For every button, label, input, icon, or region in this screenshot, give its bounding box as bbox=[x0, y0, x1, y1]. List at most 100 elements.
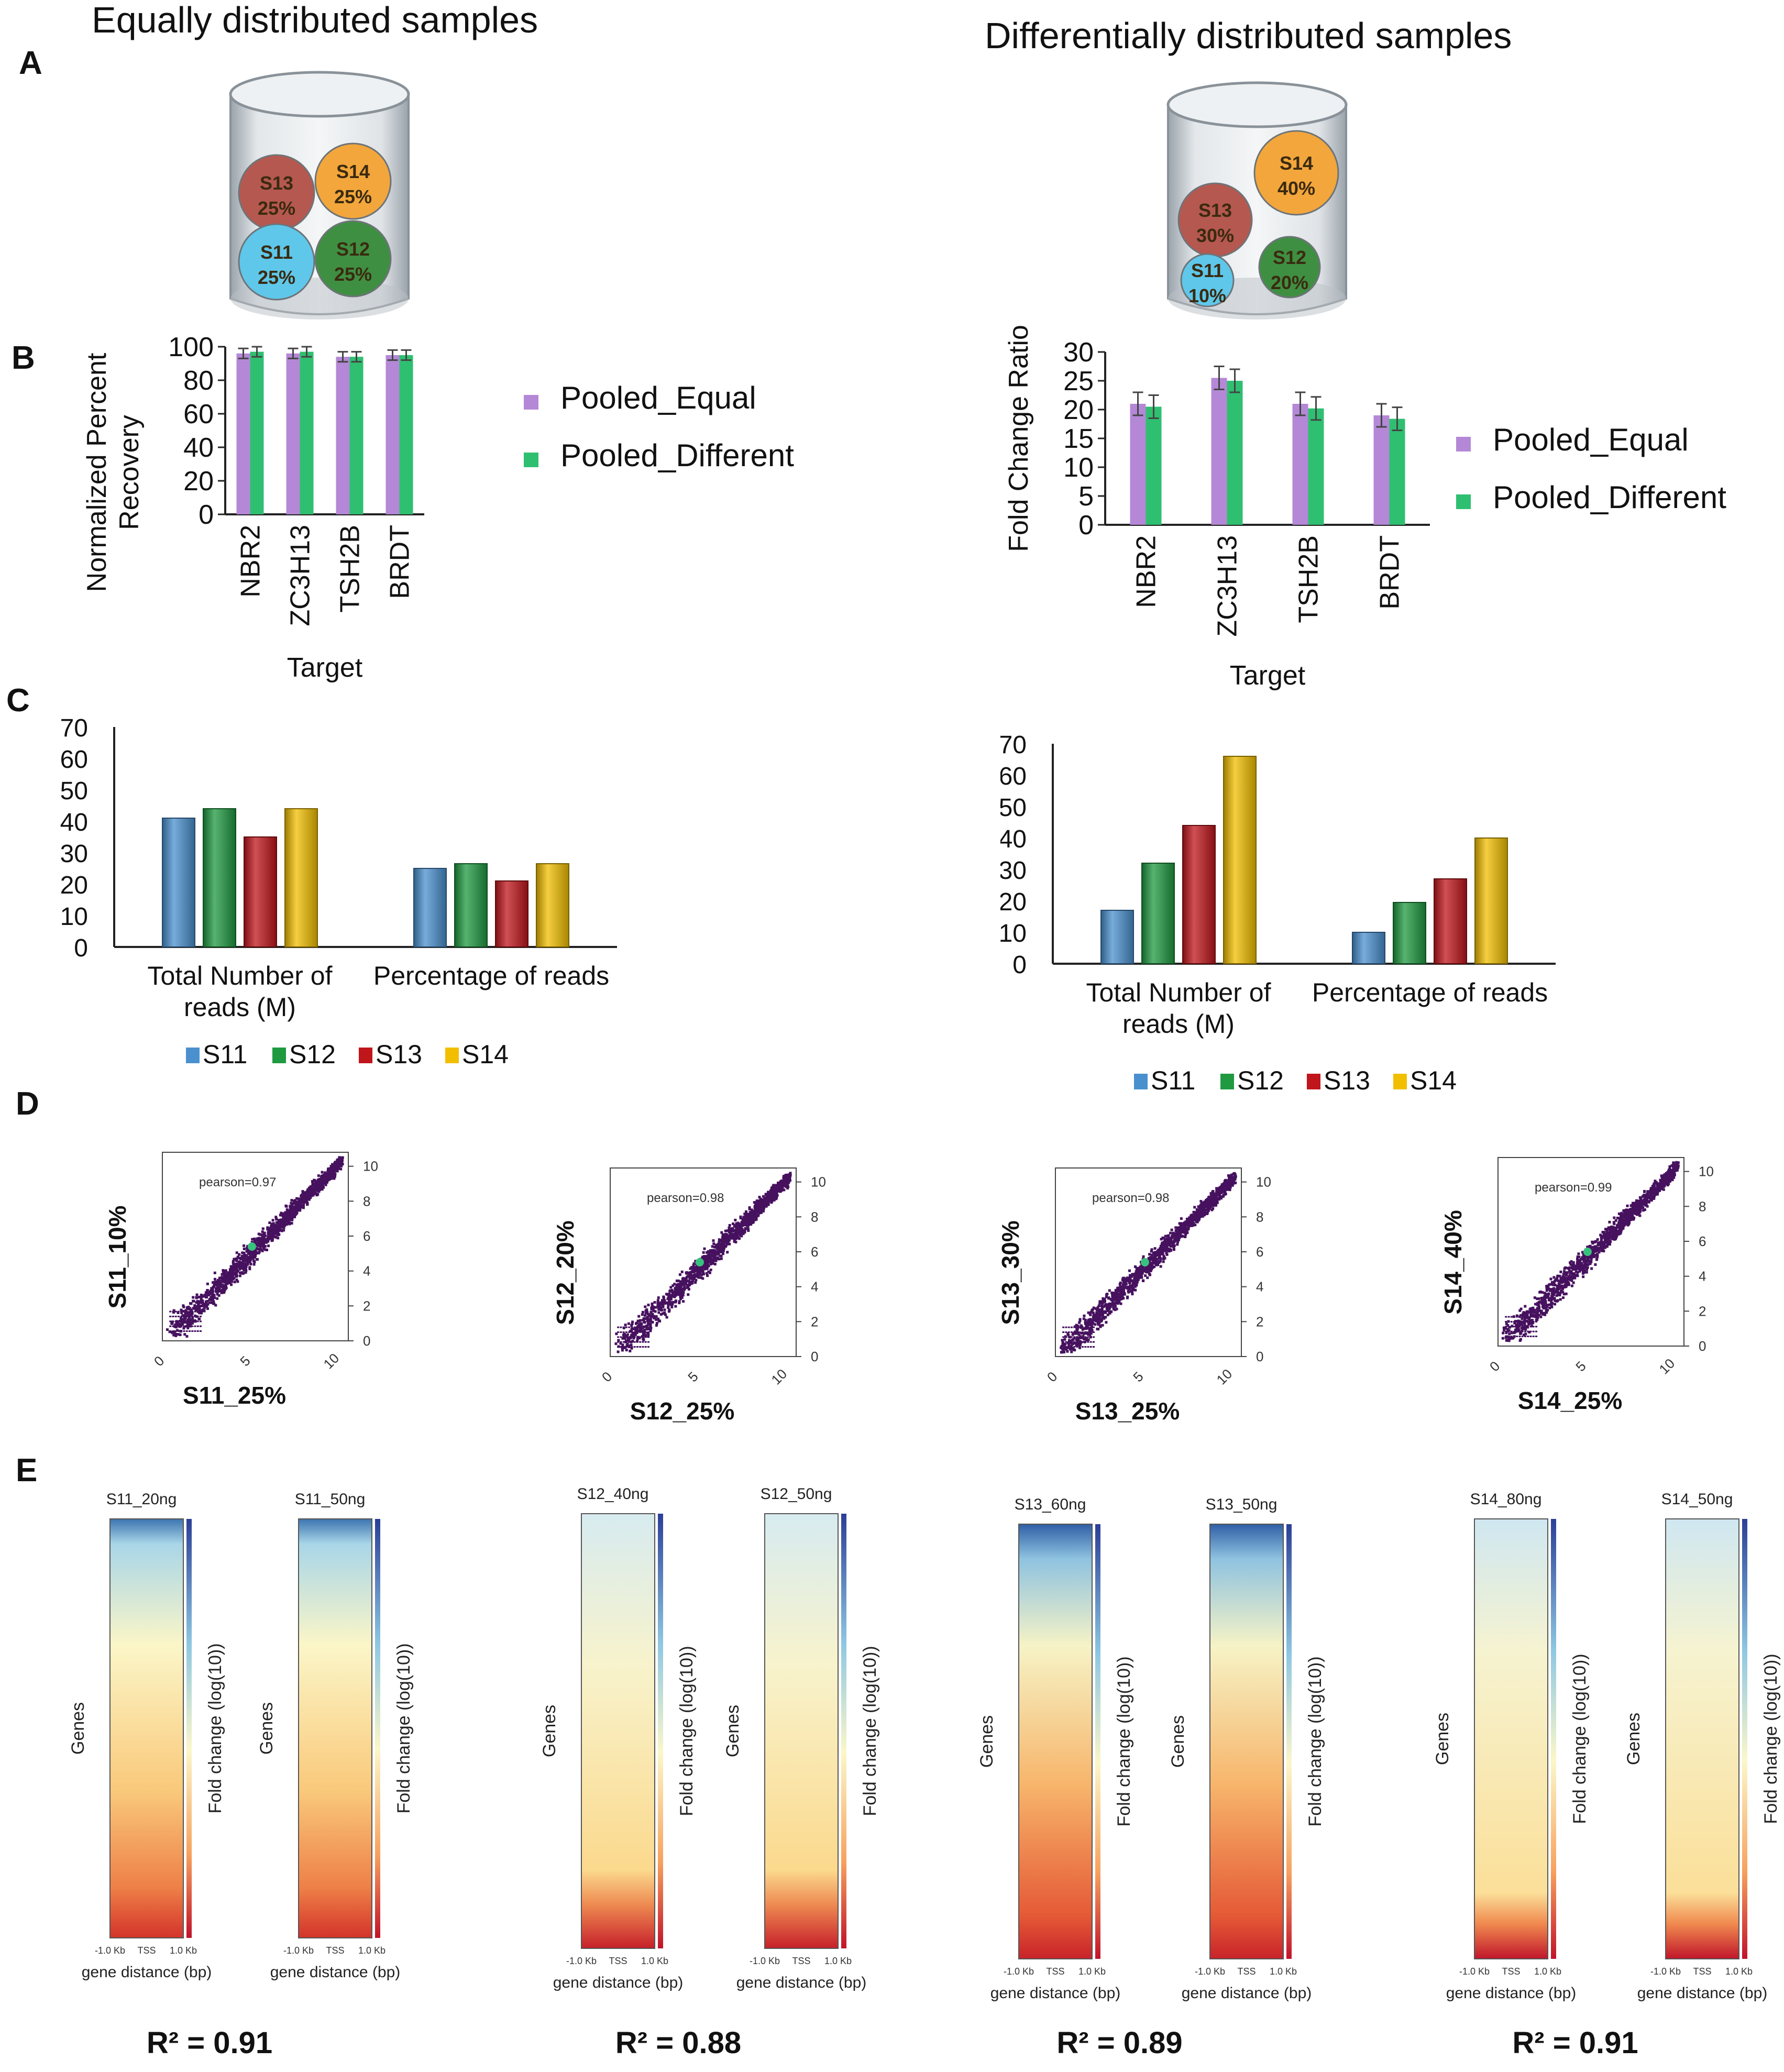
scatter-point bbox=[1179, 1227, 1182, 1230]
scatter-point bbox=[257, 1244, 260, 1248]
scatter-point bbox=[1177, 1232, 1180, 1235]
scatter-point bbox=[1227, 1179, 1230, 1182]
scatter-point bbox=[637, 1315, 641, 1318]
scatter-point bbox=[1672, 1176, 1676, 1179]
x-tick-label: reads (M) bbox=[184, 993, 296, 1022]
density-peak bbox=[247, 1242, 256, 1251]
scatter-point bbox=[633, 1332, 636, 1336]
scatter-point bbox=[1603, 1231, 1606, 1234]
scatter-point bbox=[1150, 1250, 1153, 1253]
scatter-point bbox=[208, 1301, 212, 1304]
scatter-point bbox=[1168, 1248, 1171, 1251]
scatter-point bbox=[1118, 1296, 1121, 1299]
scatter-point bbox=[628, 1336, 631, 1338]
scatter-point bbox=[195, 1301, 198, 1304]
scatter-point bbox=[1131, 1281, 1135, 1284]
scatter-point bbox=[617, 1346, 620, 1348]
scatter-point bbox=[246, 1263, 249, 1266]
scatter-point bbox=[1104, 1300, 1107, 1303]
scatter-point bbox=[728, 1230, 731, 1233]
scatter-point bbox=[651, 1313, 654, 1316]
scatter-point bbox=[621, 1343, 624, 1347]
scatter-point bbox=[748, 1223, 751, 1226]
scatter-point bbox=[1156, 1258, 1159, 1261]
scatter-point bbox=[645, 1308, 648, 1311]
scatter-point bbox=[274, 1236, 278, 1239]
y-tick-label: 8 bbox=[363, 1193, 370, 1209]
scatter-point bbox=[1206, 1208, 1209, 1211]
scatter-point bbox=[683, 1285, 686, 1288]
scatter-point bbox=[1176, 1236, 1180, 1239]
scatter-point bbox=[675, 1292, 678, 1295]
scatter-point bbox=[687, 1271, 690, 1274]
scatter-point bbox=[265, 1241, 268, 1244]
scatter-point bbox=[220, 1283, 223, 1286]
scatter-point bbox=[1121, 1284, 1125, 1287]
scatter-point bbox=[631, 1331, 633, 1333]
scatter-point bbox=[200, 1298, 203, 1301]
scatter-point bbox=[272, 1228, 276, 1231]
scatter-point bbox=[633, 1331, 636, 1333]
scatter-point bbox=[702, 1265, 705, 1269]
scatter-point bbox=[314, 1181, 317, 1184]
scatter-point bbox=[324, 1171, 327, 1174]
scatter-point bbox=[1138, 1267, 1141, 1270]
scatter-point bbox=[1096, 1306, 1099, 1309]
scatter-point bbox=[1118, 1294, 1121, 1297]
scatter-point bbox=[709, 1256, 712, 1259]
bar-pooled_equal-tsh2b bbox=[1292, 404, 1308, 525]
scatter-point bbox=[258, 1248, 261, 1251]
scatter-point bbox=[177, 1325, 180, 1327]
scatter-point bbox=[1156, 1263, 1159, 1266]
scatter-point bbox=[758, 1196, 761, 1199]
scatter-point bbox=[225, 1277, 228, 1281]
scatter-point bbox=[1062, 1326, 1065, 1328]
bar-s13-1 bbox=[495, 880, 528, 947]
scatter-point bbox=[295, 1197, 299, 1200]
scatter-point bbox=[730, 1229, 733, 1232]
scatter-point bbox=[1094, 1317, 1097, 1320]
scatter-point bbox=[1160, 1243, 1163, 1246]
scatter-point bbox=[633, 1326, 636, 1328]
scatter-point bbox=[1183, 1221, 1186, 1225]
scatter-point bbox=[780, 1181, 784, 1184]
scatter-point bbox=[270, 1233, 273, 1236]
scatter-point bbox=[696, 1264, 699, 1268]
scatter-point bbox=[185, 1335, 189, 1338]
scatter-point bbox=[1071, 1333, 1074, 1336]
scatter-point bbox=[1084, 1322, 1087, 1326]
scatter-point bbox=[268, 1221, 271, 1225]
scatter-point bbox=[196, 1316, 199, 1317]
scatter-point bbox=[1098, 1324, 1102, 1327]
scatter-point bbox=[182, 1327, 185, 1330]
jar-sample-pct: 30% bbox=[1196, 225, 1234, 246]
scatter-point bbox=[1100, 1300, 1103, 1303]
scatter-point bbox=[241, 1263, 244, 1266]
scatter-point bbox=[641, 1310, 644, 1314]
scatter-point bbox=[273, 1235, 276, 1238]
scatter-point bbox=[1529, 1310, 1532, 1313]
scatter-point bbox=[1147, 1268, 1150, 1271]
legend-label: S11 bbox=[1151, 1066, 1195, 1095]
scatter-point bbox=[1642, 1209, 1645, 1212]
bar-s11-0 bbox=[1100, 910, 1134, 964]
scatter-point bbox=[248, 1268, 251, 1271]
scatter-point bbox=[649, 1318, 652, 1321]
scatter-point bbox=[1092, 1322, 1095, 1325]
scatter-point bbox=[663, 1302, 666, 1305]
scatter-point bbox=[754, 1209, 757, 1213]
scatter-point bbox=[721, 1241, 724, 1244]
scatter-point bbox=[1211, 1204, 1214, 1207]
scatter-point bbox=[728, 1242, 731, 1246]
scatter-point bbox=[1162, 1258, 1165, 1261]
scatter-point bbox=[755, 1206, 758, 1209]
scatter-point bbox=[1077, 1333, 1081, 1336]
scatter-point bbox=[313, 1191, 316, 1194]
scatter-point bbox=[285, 1218, 288, 1221]
scatter-point bbox=[739, 1232, 742, 1235]
scatter-point bbox=[315, 1180, 318, 1183]
scatter-point bbox=[1075, 1324, 1078, 1327]
scatter-point bbox=[301, 1195, 304, 1198]
scatter-point bbox=[190, 1308, 193, 1311]
